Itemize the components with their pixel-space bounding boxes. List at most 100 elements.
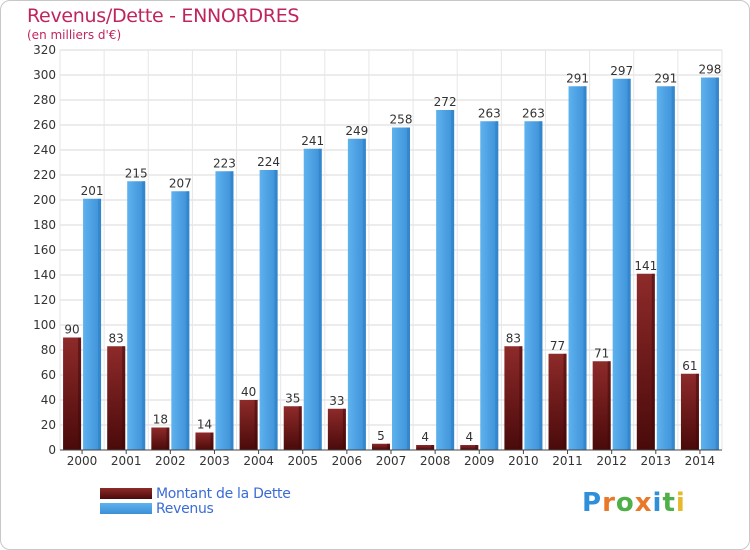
data-label-debt: 83 (506, 331, 521, 345)
bar-shade (563, 353, 567, 450)
legend: Montant de la Dette Revenus (100, 486, 291, 517)
x-tick-label: 2007 (376, 454, 407, 468)
x-tick-label: 2001 (111, 454, 142, 468)
bar-revenue (656, 86, 675, 450)
data-label-debt: 5 (377, 429, 385, 443)
logo-letter: o (615, 488, 635, 518)
bar-shade (583, 86, 587, 450)
bar-revenue (127, 181, 146, 450)
bar-revenue (612, 78, 631, 450)
data-label-revenue: 263 (522, 106, 545, 120)
data-label-debt: 4 (421, 430, 429, 444)
data-label-debt: 4 (465, 430, 473, 444)
data-label-revenue: 258 (390, 113, 413, 127)
bar-shade (122, 346, 126, 450)
bar-debt (636, 273, 655, 450)
y-tick-label: 160 (33, 243, 56, 257)
x-tick-label: 2002 (155, 454, 186, 468)
x-tick-label: 2006 (332, 454, 363, 468)
bar-shade (451, 110, 455, 450)
data-label-debt: 141 (634, 259, 657, 273)
bar-shade (475, 445, 479, 450)
logo-letter: t (662, 488, 676, 518)
bar-chart: 9020183215182071422340224352413324952584… (33, 43, 723, 468)
bar-shade (78, 337, 82, 450)
labels-layer: 90 201 83 215 18 207 14 223 40 224 35 241 33 249 5 258 4… (64, 63, 721, 445)
bar-revenue (436, 110, 455, 450)
data-label-debt: 14 (197, 418, 212, 432)
bar-shade (142, 181, 146, 450)
bar-shade (607, 361, 611, 450)
data-label-revenue: 272 (434, 95, 457, 109)
y-tick-label: 180 (33, 218, 56, 232)
data-label-debt: 61 (682, 359, 697, 373)
bar-revenue (480, 121, 499, 450)
x-tick-label: 2008 (420, 454, 451, 468)
data-label-revenue: 291 (654, 71, 677, 85)
bar-debt (151, 427, 170, 450)
y-tick-label: 280 (33, 93, 56, 107)
bar-revenue (83, 198, 102, 450)
y-tick-label: 80 (41, 343, 56, 357)
bar-shade (671, 86, 675, 450)
bar-shade (166, 427, 170, 450)
y-tick-label: 240 (33, 143, 56, 157)
data-label-revenue: 298 (698, 63, 721, 77)
bar-shade (695, 373, 699, 450)
data-label-debt: 40 (241, 385, 256, 399)
bar-debt (107, 346, 126, 450)
bar-shade (342, 408, 346, 450)
y-tick-label: 300 (33, 68, 56, 82)
y-tick-label: 0 (48, 443, 56, 457)
bar-shade (98, 198, 102, 450)
data-label-revenue: 223 (213, 156, 236, 170)
y-tick-label: 140 (33, 268, 56, 282)
legend-swatch-debt (100, 488, 152, 499)
proxiti-logo: Proxiti (582, 488, 686, 518)
logo-letter: i (675, 488, 686, 518)
data-label-debt: 71 (594, 346, 609, 360)
bar-shade (715, 77, 719, 450)
data-label-revenue: 224 (257, 155, 280, 169)
legend-item-debt: Montant de la Dette (100, 486, 291, 502)
bar-shade (387, 443, 390, 450)
bar-debt (239, 400, 258, 450)
x-tick-label: 2004 (243, 454, 274, 468)
data-label-debt: 35 (285, 391, 300, 405)
bar-revenue (259, 170, 278, 450)
bar-debt (63, 337, 82, 450)
bar-revenue (524, 121, 543, 450)
bar-revenue (568, 86, 587, 450)
bar-shade (431, 445, 435, 450)
x-tick-label: 2011 (552, 454, 583, 468)
bar-shade (519, 346, 523, 450)
legend-swatch-revenue (100, 503, 152, 514)
bar-shade (210, 432, 214, 450)
bar-shade (407, 127, 410, 450)
bar-shade (362, 138, 366, 450)
x-tick-label: 2000 (67, 454, 98, 468)
chart-title: Revenus/Dette - ENNORDRES (27, 5, 300, 27)
data-label-revenue: 249 (345, 124, 368, 138)
data-label-revenue: 207 (169, 176, 192, 190)
bar-revenue (171, 191, 190, 450)
bar-shade (186, 191, 190, 450)
bar-revenue (215, 171, 234, 450)
bar-debt (195, 432, 214, 450)
bar-revenue (303, 148, 322, 450)
data-label-revenue: 201 (81, 184, 104, 198)
chart-subtitle: (en milliers d'€) (27, 28, 122, 42)
bar-debt (372, 443, 390, 450)
y-tick-label: 220 (33, 168, 56, 182)
x-tick-label: 2010 (508, 454, 539, 468)
x-tick-label: 2013 (641, 454, 672, 468)
data-label-revenue: 263 (478, 106, 501, 120)
data-label-revenue: 291 (566, 71, 589, 85)
x-tick-label: 2012 (596, 454, 627, 468)
y-tick-label: 120 (33, 293, 56, 307)
data-label-debt: 18 (153, 413, 168, 427)
y-tick-label: 260 (33, 118, 56, 132)
bar-debt (416, 445, 435, 450)
bar-revenue (392, 127, 410, 450)
logo-letter: x (634, 488, 653, 518)
